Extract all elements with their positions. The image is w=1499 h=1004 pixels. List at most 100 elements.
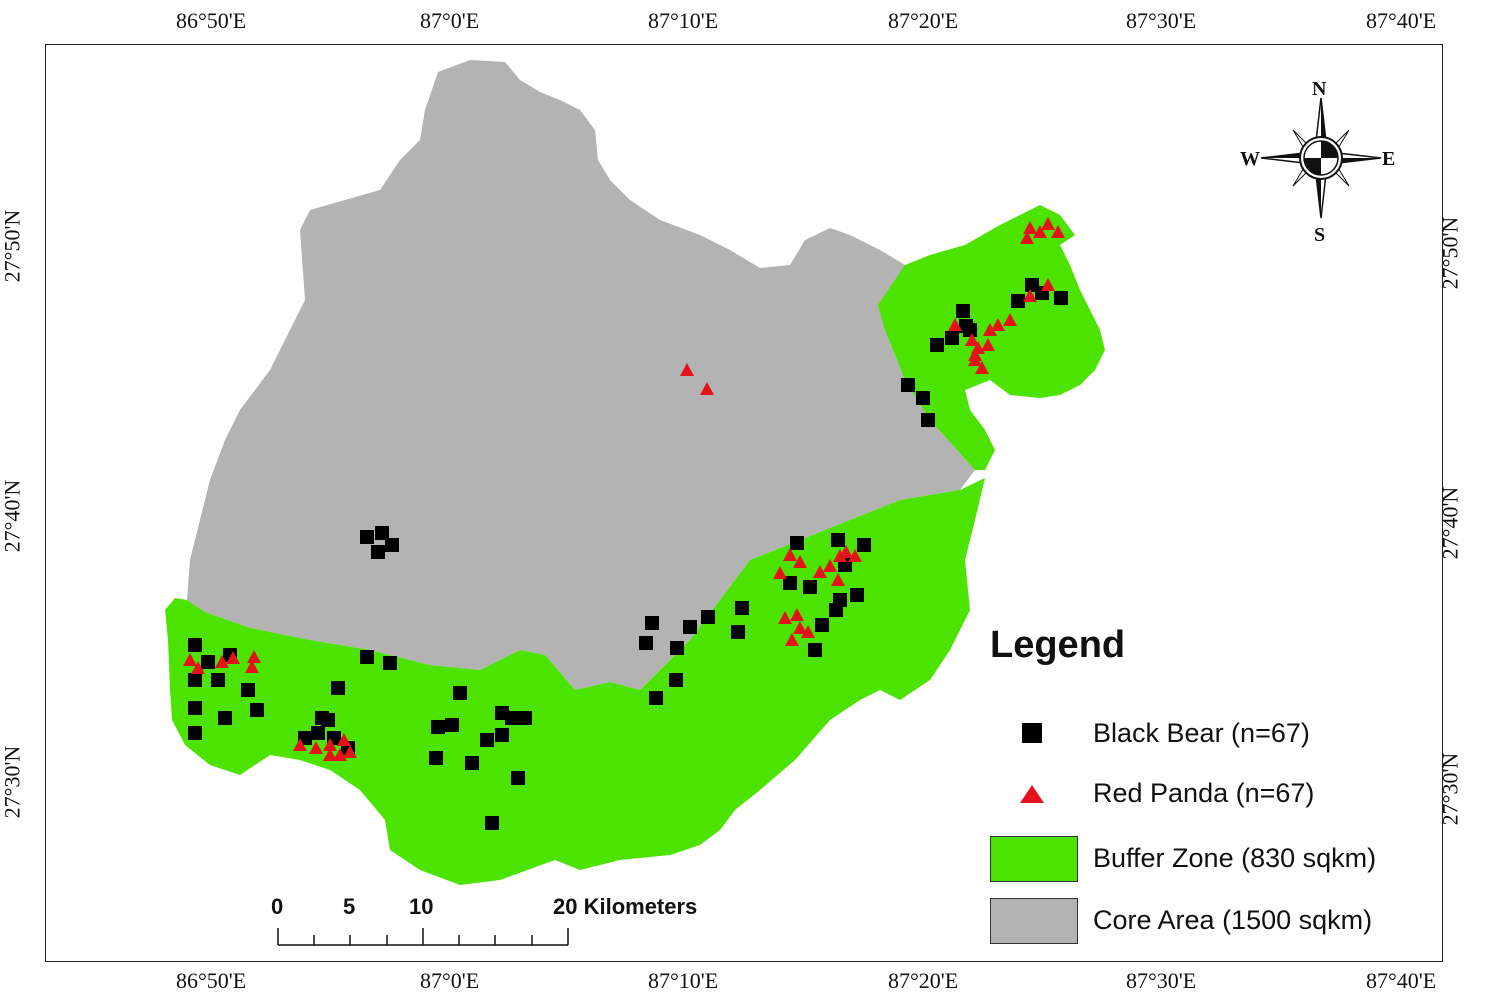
black-bear-marker — [485, 816, 499, 830]
buffer-zone-region-northeast — [878, 205, 1105, 470]
red-panda-marker — [1041, 278, 1055, 291]
black-bear-marker — [916, 391, 930, 405]
black-bear-marker — [480, 733, 494, 747]
red-panda-marker — [183, 653, 197, 666]
buffer-zone-region-south — [165, 478, 985, 885]
compass-west-label: W — [1240, 148, 1260, 170]
red-panda-marker — [191, 661, 205, 674]
black-bear-marker — [639, 636, 653, 650]
black-bear-marker — [375, 526, 389, 540]
red-panda-marker — [1051, 225, 1065, 238]
black-bear-marker — [429, 751, 443, 765]
black-bear-marker — [649, 691, 663, 705]
black-bear-marker — [465, 756, 479, 770]
black-bear-marker — [670, 641, 684, 655]
compass-east-label: E — [1382, 148, 1396, 170]
black-bear-marker — [669, 673, 683, 687]
black-bear-marker — [831, 533, 845, 547]
black-bear-marker — [250, 703, 264, 717]
bottom-lon-label: 87°40'E — [1366, 968, 1437, 993]
legend-label-bear: Black Bear (n=67) — [1093, 718, 1310, 748]
black-bear-marker — [945, 331, 959, 345]
legend-label-buffer: Buffer Zone (830 sqkm) — [1093, 843, 1377, 873]
red-panda-marker — [323, 738, 337, 751]
black-bear-marker — [385, 538, 399, 552]
black-bear-marker — [331, 681, 345, 695]
legend-core-swatch — [990, 898, 1078, 944]
red-panda-marker — [1003, 313, 1017, 326]
red-panda-marker — [991, 318, 1005, 331]
red-panda-marker — [215, 655, 229, 668]
black-bear-marker — [360, 650, 374, 664]
compass-south-label: S — [1314, 224, 1326, 246]
black-bear-marker — [857, 538, 871, 552]
black-bear-marker — [495, 728, 509, 742]
black-bear-marker — [218, 711, 232, 725]
black-bear-marker — [311, 726, 325, 740]
red-panda-marker — [983, 323, 997, 336]
right-lat-label: 27°40'N — [1437, 486, 1463, 560]
top-lon-label: 87°40'E — [1366, 8, 1437, 33]
black-bear-marker — [901, 378, 915, 392]
black-bear-marker — [1054, 291, 1068, 305]
black-bear-marker — [505, 711, 519, 725]
black-bear-marker — [518, 711, 532, 725]
scale-label-20: 20 Kilometers — [553, 894, 698, 919]
black-bear-marker — [963, 323, 977, 337]
black-bear-marker — [1011, 294, 1025, 308]
black-bear-marker — [511, 771, 525, 785]
red-panda-marker — [309, 741, 323, 754]
red-panda-marker — [1033, 225, 1047, 238]
scale-label-5: 5 — [343, 894, 356, 919]
red-panda-marker — [247, 650, 261, 663]
red-panda-points — [183, 217, 1065, 761]
black-bear-marker — [645, 616, 659, 630]
left-lat-label: 27°50'N — [0, 209, 25, 283]
black-bear-marker — [445, 718, 459, 732]
black-bear-marker — [921, 413, 935, 427]
legend-bear-marker-icon — [1022, 723, 1042, 743]
legend-panda-marker-icon — [1020, 785, 1044, 803]
red-panda-marker — [813, 565, 827, 578]
black-bear-marker — [731, 625, 745, 639]
black-bear-marker — [321, 713, 335, 727]
scale-label-10: 10 — [409, 894, 434, 919]
left-lat-label: 27°30'N — [0, 745, 25, 819]
red-panda-marker — [965, 333, 979, 346]
red-panda-marker — [793, 621, 807, 634]
right-lat-label: 27°50'N — [1437, 216, 1463, 290]
red-panda-marker — [793, 555, 807, 568]
legend-label-panda: Red Panda (n=67) — [1093, 778, 1315, 808]
scale-bar — [277, 928, 569, 946]
bottom-lon-label: 87°0'E — [420, 968, 480, 993]
red-panda-marker — [1023, 289, 1037, 302]
black-bear-marker — [803, 580, 817, 594]
map-frame — [45, 44, 1443, 962]
bottom-lon-label: 87°10'E — [648, 968, 719, 993]
top-lon-label: 87°20'E — [888, 8, 959, 33]
red-panda-marker — [226, 651, 240, 664]
black-bear-marker — [735, 601, 749, 615]
black-bear-marker — [188, 638, 202, 652]
bottom-lon-label: 86°50'E — [176, 968, 247, 993]
black-bear-points — [188, 278, 1068, 830]
top-lon-label: 86°50'E — [176, 8, 247, 33]
red-panda-marker — [785, 633, 799, 646]
black-bear-marker — [211, 673, 225, 687]
red-panda-marker — [801, 625, 815, 638]
red-panda-marker — [1020, 231, 1034, 244]
top-lon-label: 87°30'E — [1126, 8, 1197, 33]
red-panda-marker — [773, 566, 787, 579]
compass-north-label: N — [1312, 78, 1327, 100]
red-panda-marker — [968, 348, 982, 361]
legend-title: Legend — [990, 624, 1126, 666]
red-panda-marker — [948, 318, 962, 331]
top-lon-label: 87°10'E — [648, 8, 719, 33]
black-bear-marker — [850, 588, 864, 602]
red-panda-marker — [1023, 221, 1037, 234]
black-bear-marker — [431, 720, 445, 734]
red-panda-marker — [823, 559, 837, 572]
black-bear-marker — [783, 576, 797, 590]
black-bear-marker — [188, 701, 202, 715]
